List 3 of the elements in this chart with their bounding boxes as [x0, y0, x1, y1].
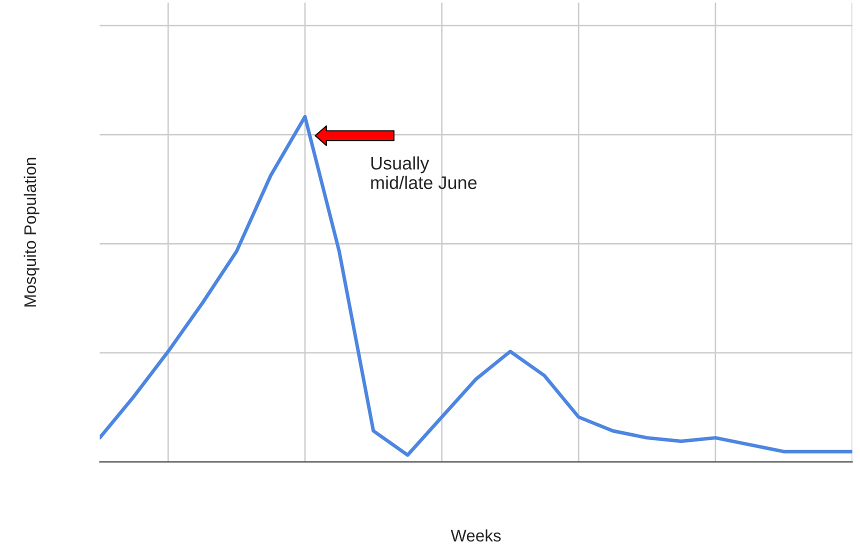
y-axis-title: Mosquito Population — [24, 158, 40, 306]
x-axis-title: Weeks — [450, 529, 501, 542]
annotation: Usually mid/late June — [371, 156, 477, 190]
